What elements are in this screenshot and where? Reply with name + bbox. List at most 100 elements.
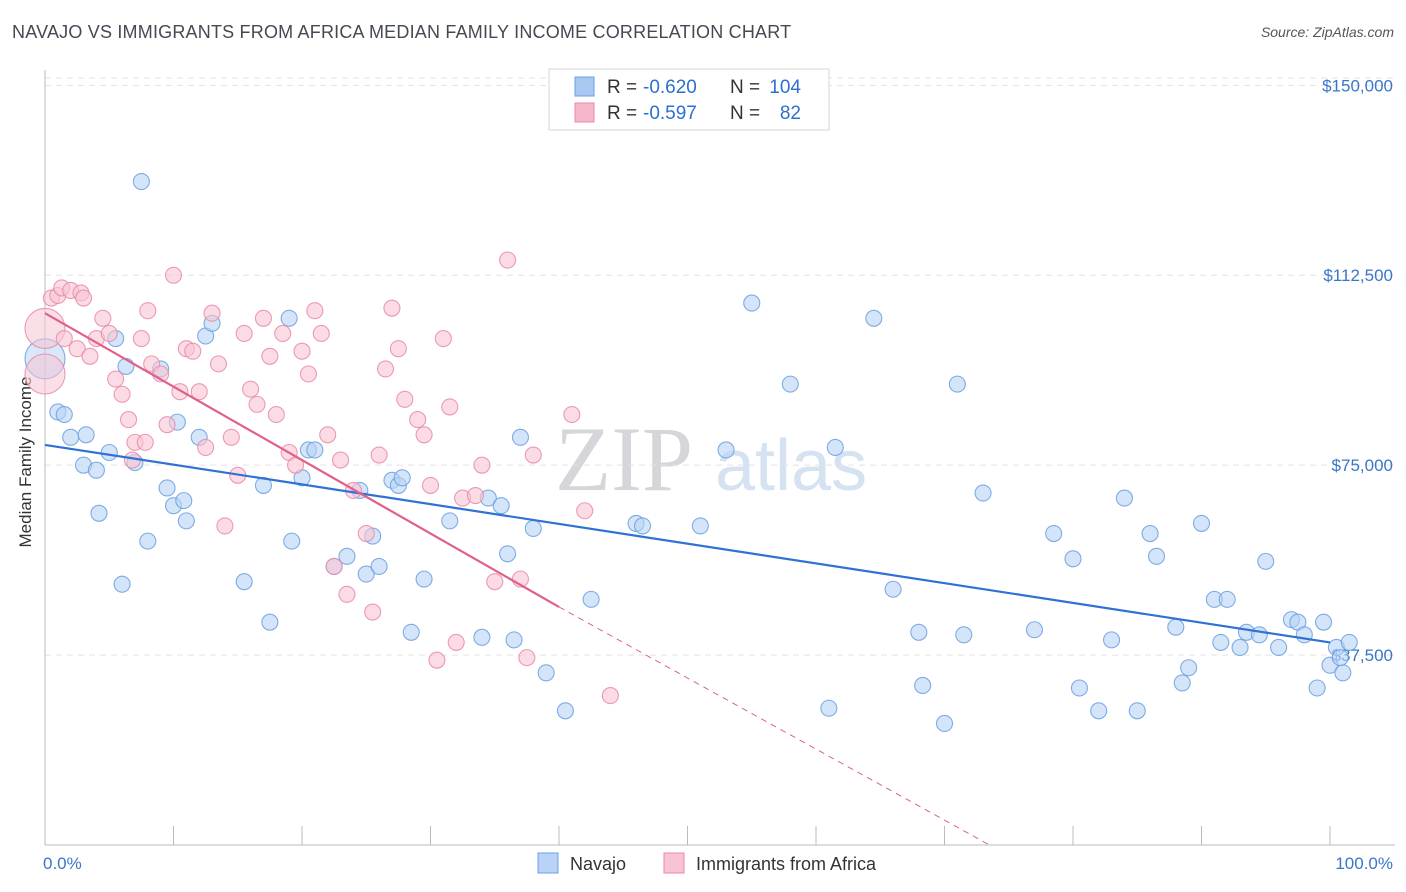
navajo-point	[1147, 547, 1166, 565]
y-axis-label: Median Family Income	[16, 376, 35, 547]
navajo-point	[1045, 524, 1063, 543]
watermark-atlas: atlas	[715, 426, 867, 506]
x-tick-labels: 0.0% 100.0%	[43, 854, 1393, 873]
navajo-point	[261, 613, 279, 631]
africa-point	[370, 446, 388, 464]
navajo-point	[826, 438, 844, 456]
legend-r-value-africa: -0.597	[643, 103, 697, 124]
africa-point	[338, 585, 356, 603]
navajo-point	[1308, 679, 1326, 697]
africa-point	[75, 289, 93, 307]
africa-point	[325, 557, 343, 576]
trend-lines	[44, 312, 1331, 846]
navajo-point	[935, 714, 954, 733]
legend-swatch-navajo	[574, 76, 595, 97]
navajo-point	[1167, 618, 1185, 636]
africa-point	[434, 329, 452, 348]
navajo-point	[1025, 621, 1043, 639]
navajo-point	[1334, 664, 1352, 682]
africa-point	[319, 426, 337, 444]
navajo-point	[1090, 702, 1108, 720]
y-tick-label: $112,500	[1323, 266, 1393, 285]
africa-points	[24, 251, 619, 705]
africa-point	[132, 329, 150, 348]
africa-point	[222, 428, 240, 446]
africa-trend-line	[44, 312, 560, 608]
africa-point	[396, 390, 414, 408]
legend-n-label-africa: N =	[730, 103, 760, 124]
navajo-point	[1173, 674, 1191, 692]
navajo-point	[55, 405, 73, 424]
navajo-point	[914, 676, 932, 695]
africa-point	[364, 603, 382, 621]
navajo-point	[1128, 702, 1146, 720]
africa-point	[24, 353, 66, 395]
navajo-point	[280, 309, 298, 327]
navajo-point	[1070, 679, 1088, 697]
legend: R = -0.620 N = 104 R = -0.597 N = 82	[548, 68, 830, 131]
navajo-point	[691, 517, 709, 535]
africa-point	[274, 324, 292, 343]
africa-point	[293, 342, 311, 360]
navajo-point	[1270, 638, 1288, 657]
legend-r-label-africa: R =	[607, 103, 637, 124]
africa-point	[299, 365, 317, 383]
africa-point	[107, 370, 125, 388]
navajo-point	[393, 469, 411, 487]
navajo-point	[1315, 613, 1333, 631]
navajo-point	[132, 172, 150, 191]
bottom-legend-swatch-africa	[663, 852, 685, 874]
africa-point	[447, 633, 465, 651]
africa-point	[383, 299, 401, 317]
navajo-point	[338, 547, 356, 565]
bottom-legend-label-africa: Immigrants from Africa	[696, 854, 877, 874]
navajo-point	[415, 570, 433, 588]
africa-point	[197, 438, 215, 456]
navajo-point	[1212, 633, 1230, 651]
africa-point	[421, 476, 440, 494]
africa-point	[524, 446, 542, 464]
africa-point	[409, 411, 427, 429]
navajo-point	[177, 512, 195, 530]
navajo-point	[974, 484, 992, 502]
africa-point	[209, 355, 228, 373]
africa-point	[357, 524, 375, 543]
navajo-point	[441, 512, 459, 530]
bottom-legend-label-navajo: Navajo	[570, 854, 626, 874]
africa-point	[563, 405, 581, 424]
navajo-point	[511, 428, 530, 446]
legend-n-value-navajo: 104	[769, 77, 801, 98]
africa-point	[158, 416, 176, 434]
africa-point	[312, 324, 330, 343]
navajo-point	[910, 623, 928, 641]
navajo-point	[1103, 631, 1121, 649]
navajo-point	[1331, 649, 1349, 667]
navajo-point	[1218, 590, 1236, 608]
navajo-point	[370, 557, 388, 576]
navajo-point	[113, 575, 131, 593]
navajo-point	[955, 626, 973, 644]
navajo-point	[62, 428, 80, 446]
navajo-point	[100, 443, 118, 462]
x-tick-label-min: 0.0%	[43, 854, 82, 873]
africa-point	[576, 502, 594, 520]
navajo-point	[1340, 633, 1358, 651]
navajo-point	[633, 517, 652, 535]
africa-point	[473, 456, 491, 474]
navajo-point	[1141, 524, 1159, 543]
x-tick-label-max: 100.0%	[1335, 854, 1393, 873]
navajo-point	[90, 504, 108, 522]
africa-point	[415, 426, 433, 444]
africa-point	[248, 395, 266, 413]
navajo-point	[402, 623, 420, 641]
africa-point	[164, 266, 183, 284]
africa-point	[254, 309, 273, 327]
navajo-point	[235, 573, 253, 591]
africa-point	[261, 347, 279, 365]
navajo-point	[820, 699, 838, 717]
bottom-legend: Navajo Immigrants from Africa	[537, 852, 877, 874]
africa-point	[601, 687, 619, 705]
navajo-point	[948, 375, 966, 393]
africa-point	[267, 405, 285, 424]
